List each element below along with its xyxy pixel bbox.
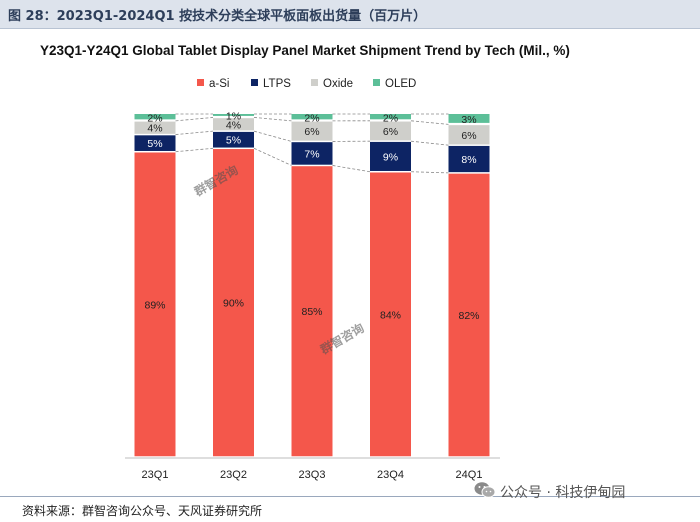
connector-line <box>176 131 214 134</box>
data-label: 6% <box>383 126 398 138</box>
data-label: 1% <box>226 111 241 123</box>
legend-label-oxide: Oxide <box>323 78 353 90</box>
data-label: 2% <box>304 112 319 124</box>
data-label: 6% <box>304 126 319 138</box>
data-label: 84% <box>380 309 401 321</box>
data-label: 2% <box>147 112 162 124</box>
connector-line <box>411 121 449 125</box>
connector-line <box>411 172 449 173</box>
data-label: 5% <box>226 135 241 147</box>
legend-swatch-oled <box>373 79 380 86</box>
legend-swatch-a-si <box>197 79 204 86</box>
x-tick-label: 23Q4 <box>377 469 404 481</box>
data-label: 8% <box>461 154 476 166</box>
connector-line <box>254 117 292 120</box>
connector-line <box>176 117 214 120</box>
data-label: 85% <box>301 306 322 318</box>
x-tick-label: 23Q1 <box>142 469 169 481</box>
connector-line <box>333 165 371 171</box>
connector-line <box>254 148 292 165</box>
data-label: 4% <box>147 123 162 135</box>
watermark-text: 公众号 · 科技伊甸园 <box>500 482 625 502</box>
legend-swatch-ltps <box>251 79 258 86</box>
x-tick-label: 24Q1 <box>456 469 483 481</box>
connector-line <box>176 148 214 151</box>
data-label: 3% <box>461 114 476 126</box>
data-label: 89% <box>144 299 165 311</box>
data-label: 90% <box>223 298 244 310</box>
connector-line <box>254 131 292 141</box>
legend-label-oled: OLED <box>385 78 416 90</box>
data-label: 9% <box>383 151 398 163</box>
source-note: 资料来源：群智咨询公众号、天风证券研究所 <box>22 502 262 519</box>
data-label: 5% <box>147 138 162 150</box>
legend-swatch-oxide <box>311 79 318 86</box>
connector-line <box>411 141 449 145</box>
data-label: 82% <box>458 310 479 322</box>
data-label: 6% <box>461 130 476 142</box>
x-tick-label: 23Q2 <box>220 469 247 481</box>
legend-label-ltps: LTPS <box>263 78 291 90</box>
legend-label-a-si: a-Si <box>209 78 229 90</box>
data-label: 2% <box>383 112 398 124</box>
wechat-icon <box>474 481 496 499</box>
x-tick-label: 23Q3 <box>299 469 326 481</box>
data-label: 7% <box>304 148 319 160</box>
